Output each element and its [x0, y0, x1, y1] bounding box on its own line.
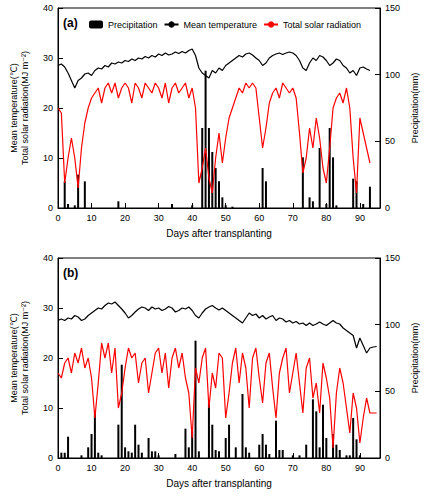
- svg-text:Days after transplanting: Days after transplanting: [166, 228, 272, 239]
- svg-text:0: 0: [55, 463, 60, 473]
- svg-text:0: 0: [48, 203, 53, 213]
- svg-text:30: 30: [43, 53, 53, 63]
- svg-text:40: 40: [43, 3, 53, 13]
- svg-text:70: 70: [288, 463, 298, 473]
- svg-text:150: 150: [385, 253, 400, 263]
- svg-text:80: 80: [321, 213, 331, 223]
- svg-text:10: 10: [87, 463, 97, 473]
- svg-text:70: 70: [288, 213, 298, 223]
- svg-text:50: 50: [221, 213, 231, 223]
- svg-text:90: 90: [355, 213, 365, 223]
- svg-text:20: 20: [120, 213, 130, 223]
- svg-text:Precipitation: Precipitation: [108, 20, 158, 30]
- svg-text:Mean temperature: Mean temperature: [184, 20, 258, 30]
- svg-text:10: 10: [87, 213, 97, 223]
- svg-text:40: 40: [43, 253, 53, 263]
- svg-text:Mean temperature(℃): Mean temperature(℃): [9, 63, 19, 153]
- svg-text:0: 0: [48, 453, 53, 463]
- svg-text:100: 100: [385, 320, 400, 330]
- svg-text:50: 50: [221, 463, 231, 473]
- svg-text:60: 60: [254, 213, 264, 223]
- svg-text:Precipitation(mm): Precipitation(mm): [410, 323, 420, 394]
- svg-text:30: 30: [154, 463, 164, 473]
- svg-text:30: 30: [154, 213, 164, 223]
- svg-text:Days after transplanting: Days after transplanting: [166, 478, 272, 489]
- svg-text:20: 20: [120, 463, 130, 473]
- svg-text:Mean temperature(℃): Mean temperature(℃): [9, 313, 19, 403]
- svg-text:Precipitation(mm): Precipitation(mm): [410, 73, 420, 144]
- svg-text:0: 0: [55, 213, 60, 223]
- svg-text:100: 100: [385, 70, 400, 80]
- svg-text:60: 60: [254, 463, 264, 473]
- svg-text:Total solar radiation: Total solar radiation: [283, 20, 361, 30]
- svg-text:40: 40: [187, 463, 197, 473]
- svg-text:50: 50: [385, 386, 395, 396]
- svg-text:(b): (b): [63, 266, 78, 280]
- svg-text:20: 20: [43, 353, 53, 363]
- svg-text:30: 30: [43, 303, 53, 313]
- svg-text:Total solar radiation(MJ m⁻²): Total solar radiation(MJ m⁻²): [20, 51, 30, 165]
- svg-text:80: 80: [321, 463, 331, 473]
- svg-text:40: 40: [187, 213, 197, 223]
- svg-text:20: 20: [43, 103, 53, 113]
- svg-text:90: 90: [355, 463, 365, 473]
- svg-text:10: 10: [43, 153, 53, 163]
- svg-text:10: 10: [43, 403, 53, 413]
- svg-text:150: 150: [385, 3, 400, 13]
- svg-text:0: 0: [385, 203, 390, 213]
- svg-text:0: 0: [385, 453, 390, 463]
- svg-text:Total solar radiation(MJ m⁻²): Total solar radiation(MJ m⁻²): [20, 301, 30, 415]
- svg-text:50: 50: [385, 136, 395, 146]
- svg-text:(a): (a): [63, 16, 78, 30]
